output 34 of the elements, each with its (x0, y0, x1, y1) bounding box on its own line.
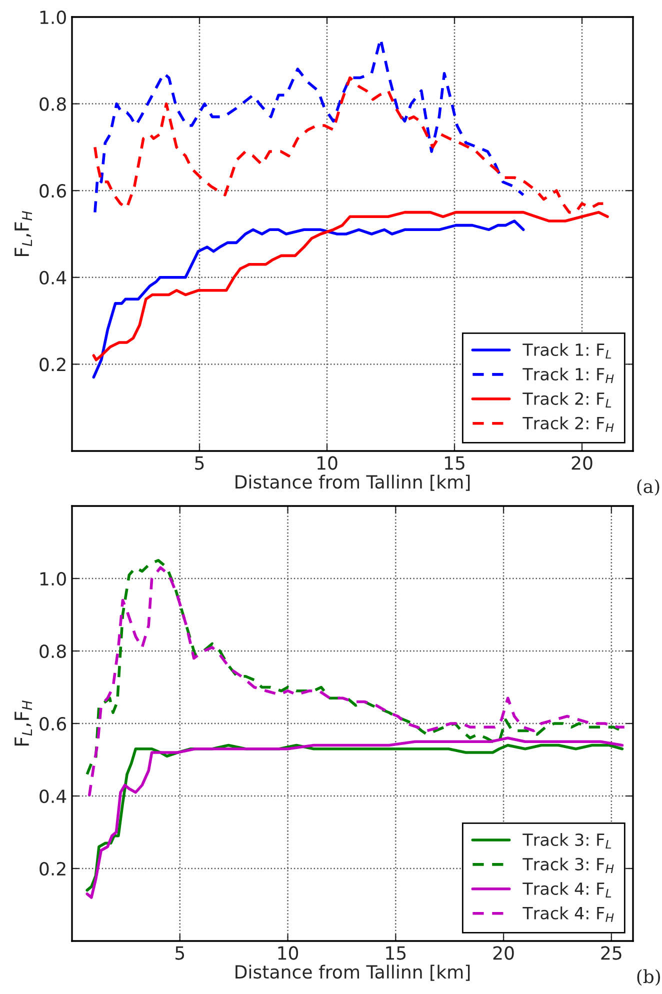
x-tick-label: 20 (572, 456, 592, 470)
legend-label: Track 1: F$_{L}$ (522, 343, 612, 359)
y-tick-label: 0.2 (40, 862, 66, 876)
y-tick-label: 0.4 (40, 789, 66, 804)
x-tick-label: 20 (493, 946, 514, 960)
x-tick-label: 10 (278, 946, 298, 960)
text: (b) (637, 969, 660, 986)
y-tick-label: 0.4 (40, 270, 66, 285)
y-tick-label: 0.8 (40, 644, 66, 658)
x-tick-label: 15 (444, 456, 464, 470)
y-tick-label: 1.0 (40, 10, 66, 24)
legend-label: Track 4: F$_{L}$ (522, 882, 612, 898)
y-tick-label: 0.6 (40, 184, 66, 198)
x-axis-title: Distance from Tallinn [km] (236, 964, 470, 981)
legend-label: Track 4: F$_{H}$ (522, 906, 614, 922)
x-tick-label: 5 (195, 456, 204, 470)
legend-label: Track 2: F$_{H}$ (522, 416, 614, 432)
line-series (92, 210, 609, 362)
y-tick-label: 0.8 (40, 97, 66, 111)
legend-label: Track 3: F$_{L}$ (522, 833, 612, 849)
x-tick-label: 15 (386, 946, 406, 960)
x-tick-label: 5 (176, 946, 184, 960)
y-axis-title: F$_{L}$,F$_{H}$ (14, 700, 32, 746)
y-tick-label: 1.0 (40, 572, 66, 586)
x-tick-label: 10 (317, 456, 338, 470)
legend-label: Track 3: F$_{H}$ (522, 858, 614, 874)
x-tick-label: 25 (601, 946, 622, 960)
y-axis-title: F$_{L}$,F$_{H}$ (14, 211, 32, 256)
legend-label: Track 1: F$_{H}$ (522, 368, 614, 384)
y-tick-label: 0.6 (40, 716, 66, 731)
x-axis-title: Distance from Tallinn [km] (236, 474, 470, 491)
text: (a) (637, 479, 660, 496)
legend-label: Track 2: F$_{L}$ (522, 392, 612, 408)
y-tick-label: 0.2 (40, 358, 66, 372)
